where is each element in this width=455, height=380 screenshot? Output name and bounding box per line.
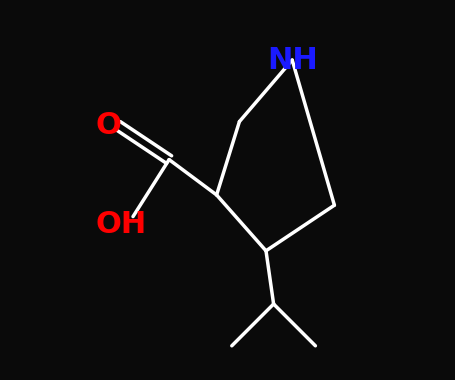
Text: NH: NH (266, 46, 317, 74)
Text: OH: OH (96, 210, 147, 239)
Text: O: O (95, 111, 121, 140)
